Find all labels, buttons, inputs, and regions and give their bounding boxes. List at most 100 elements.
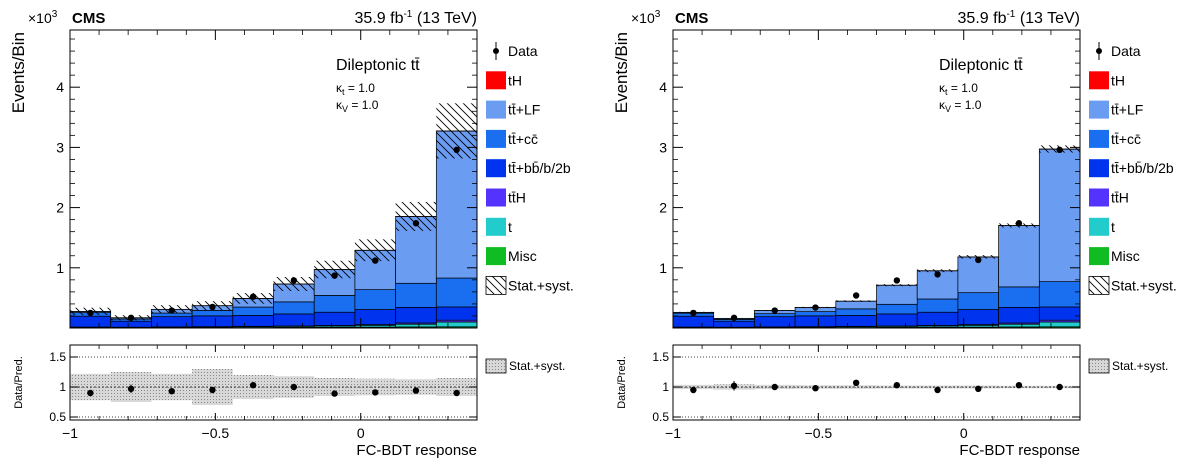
bar — [794, 311, 837, 317]
legend-label: tH — [1111, 72, 1125, 88]
ratio-point — [249, 382, 257, 389]
legend-item: t — [1089, 217, 1115, 236]
ratio-band-bin — [436, 378, 477, 396]
ratio-point — [852, 379, 860, 386]
ratio-y-axis-label: Data/Pred. — [13, 356, 25, 409]
luminosity-label: 35.9 fb-1 (13 TeV) — [355, 9, 477, 27]
legend-item: tt̄+bb̄/b/2b — [486, 159, 571, 178]
bar — [713, 320, 755, 328]
bar — [273, 313, 315, 327]
bar — [191, 315, 234, 328]
legend-swatch — [1089, 159, 1109, 178]
kappa-t-label: κt = 1.0 — [939, 81, 978, 97]
legend-swatch — [1089, 129, 1109, 148]
legend-label: tt̄+LF — [508, 102, 540, 118]
x-tick-label: 0 — [960, 425, 968, 441]
data-point — [771, 307, 778, 314]
bar — [957, 292, 999, 310]
uncertainty-bin — [273, 276, 315, 292]
y-tick-label: 4 — [659, 79, 667, 95]
bar — [1038, 306, 1080, 321]
ratio-point — [127, 385, 135, 392]
legend-item: Data — [1096, 42, 1141, 60]
legend-swatch — [1089, 188, 1109, 207]
data-points — [690, 146, 1063, 321]
legend-item: Data — [493, 42, 538, 60]
legend-data-marker — [1096, 48, 1102, 54]
bar — [794, 315, 837, 328]
data-point — [934, 271, 941, 278]
data-point — [168, 307, 175, 314]
legend-swatch — [486, 71, 506, 90]
luminosity-label: 35.9 fb-1 (13 TeV) — [958, 9, 1080, 27]
y-tick-label: 1 — [659, 260, 667, 276]
kappa-v-label: κV = 1.0 — [939, 98, 982, 114]
bar — [395, 307, 437, 324]
region-label: Dileptonic tt̄ — [939, 57, 1023, 74]
data-point — [453, 146, 460, 154]
bar — [191, 310, 234, 317]
bar — [998, 323, 1040, 328]
data-point — [290, 277, 298, 284]
ratio-legend-label: Stat.+syst. — [509, 359, 565, 373]
data-point — [249, 293, 257, 300]
data-point — [209, 303, 216, 311]
ratio-point — [771, 383, 778, 391]
legend-label: tt̄+bb̄/b/2b — [1111, 160, 1174, 176]
kappa-t-label: κt = 1.0 — [336, 81, 375, 97]
ratio-points — [87, 382, 460, 397]
y-axis-label: Events/Bin — [612, 32, 631, 113]
legend-swatch — [486, 247, 506, 266]
legend-label: Misc — [1111, 248, 1140, 264]
legend-swatch — [486, 129, 506, 148]
bar — [835, 308, 877, 316]
ratio-y-tick-label: 1 — [662, 380, 669, 394]
legend-label: Data — [508, 43, 538, 59]
ratio-points — [690, 379, 1063, 394]
series-tt-LF — [673, 148, 1080, 320]
ratio-point — [690, 386, 697, 394]
experiment-label: CMS — [72, 10, 105, 27]
uncertainty-bin — [354, 239, 396, 262]
data-point — [1056, 146, 1063, 154]
y-tick-label: 1 — [56, 260, 64, 276]
bar — [835, 315, 877, 327]
bar — [1038, 148, 1080, 282]
ratio-plot-frame — [672, 344, 1081, 421]
legend-label: tt̄H — [1111, 190, 1129, 206]
ratio-y-axis-label: Data/Pred. — [616, 356, 628, 409]
ratio-point — [372, 389, 379, 396]
ratio-point — [1056, 383, 1063, 391]
legend-item: tt̄H — [1089, 188, 1129, 207]
bar — [395, 323, 437, 328]
uncertainty-bin — [917, 269, 958, 273]
legend-swatch — [486, 159, 506, 178]
bar — [313, 295, 356, 313]
bar — [998, 286, 1040, 308]
data-points — [87, 146, 460, 321]
ratio-point — [87, 389, 94, 397]
data-point — [730, 314, 738, 321]
ratio-point — [893, 382, 901, 389]
y-tick-label: 3 — [659, 139, 667, 155]
legend-label: Misc — [508, 248, 537, 264]
ratio-y-tick-label: 1 — [59, 380, 66, 394]
chart-panel-2: 1 2 3 4 ×103 CMS 35.9 fb-1 (13 TeV) Dileptonic … — [612, 9, 1177, 458]
legend-item: Stat.+syst. — [485, 275, 574, 295]
legend-item: tH — [486, 71, 522, 90]
data-point — [87, 309, 94, 317]
x-tick-label: −1 — [665, 425, 681, 441]
stacked-histogram — [673, 148, 1080, 328]
legend-label: tt̄+bb̄/b/2b — [508, 160, 571, 176]
kappa-v-label: κV = 1.0 — [336, 98, 379, 114]
bar — [232, 306, 274, 316]
data-point — [127, 314, 135, 321]
bar — [395, 282, 437, 308]
x-tick-label: −1 — [62, 425, 78, 441]
data-point — [812, 304, 819, 311]
bar — [232, 315, 274, 327]
legend-label: tt̄+cc̄ — [1111, 131, 1141, 147]
legend-label: Data — [1111, 43, 1141, 59]
data-point — [372, 257, 379, 264]
